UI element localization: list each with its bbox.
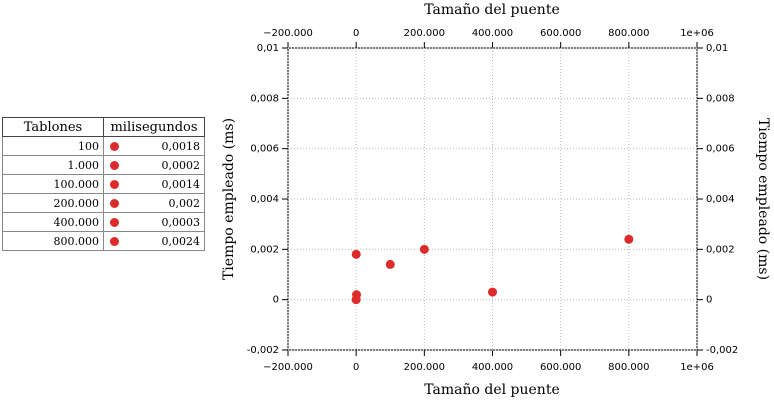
y-tick-label: 0,002 — [250, 244, 279, 255]
y-tick-label: 0 — [273, 295, 279, 306]
y2-axis-title: Tiempo empleado (ms) — [755, 118, 771, 280]
y2-tick-label: 0,01 — [706, 43, 728, 54]
table-cell: 0,0014 — [103, 174, 205, 194]
y2-tick-label: 0,006 — [706, 144, 735, 155]
x-tick-label: 800.000 — [608, 362, 649, 373]
table-row: 400.000 0,0003 — [2, 212, 205, 232]
y-tick-label: 0,006 — [250, 144, 279, 155]
x2-tick-label: 800.000 — [608, 28, 649, 39]
cell-text: 100 — [78, 139, 99, 153]
x2-tick-label: 400.000 — [472, 28, 513, 39]
y-tick-label: 0,008 — [250, 93, 279, 104]
cell-text: 0,0024 — [161, 234, 201, 248]
data-table: Tablones milisegundos 100 0,0018 1.000 0,00… — [2, 117, 205, 251]
cell-text: 200.000 — [53, 196, 100, 210]
table-cell: 800.000 — [2, 231, 104, 251]
point — [419, 244, 429, 254]
point — [351, 295, 361, 305]
y2-tick-label: 0 — [706, 295, 712, 306]
cell-text: 800.000 — [53, 234, 100, 248]
x-tick-label: 600.000 — [540, 362, 581, 373]
cell-text: 400.000 — [53, 215, 100, 229]
table-row: 800.000 0,0024 — [2, 231, 205, 251]
x-tick-label: −200.000 — [263, 362, 313, 373]
marker — [110, 199, 119, 208]
x-axis-title: Tamaño del puente — [424, 382, 559, 398]
x2-tick-label: 0 — [353, 28, 359, 39]
y-tick-label: 0,004 — [250, 194, 279, 205]
marker — [110, 237, 119, 246]
cell-text: 0,0003 — [161, 215, 201, 229]
cell-text: 0,0002 — [161, 158, 201, 172]
y2-tick-label: 0,004 — [706, 194, 735, 205]
marker — [110, 180, 119, 189]
point — [624, 234, 634, 244]
y2-tick-label: 0,002 — [706, 244, 735, 255]
y2-tick-label: -0,002 — [706, 345, 738, 356]
table-row: 100.000 0,0014 — [2, 174, 205, 194]
point — [385, 259, 395, 269]
x-tick-label: 200.000 — [404, 362, 445, 373]
cell-text: 0,0018 — [161, 139, 201, 153]
x2-tick-label: 200.000 — [404, 28, 445, 39]
cell-text: 0,0014 — [161, 177, 201, 191]
point — [488, 287, 497, 297]
x2-tick-label: 600.000 — [540, 28, 581, 39]
x2-tick-label: −200.000 — [263, 28, 313, 39]
cell-text: 100.000 — [53, 177, 100, 191]
marker — [110, 161, 119, 170]
table-cell: 0,002 — [103, 193, 205, 213]
table-row: 200.000 0,002 — [2, 193, 205, 213]
marker — [110, 218, 119, 227]
table-cell: 400.000 — [2, 212, 104, 232]
table-body: 100 0,0018 1.000 0,0002 100.000 0,0014 200.000… — [2, 136, 205, 251]
y-axis-title: Tiempo empleado (ms) — [221, 118, 237, 280]
x-tick-label: 400.000 — [472, 362, 513, 373]
table-cell: 1.000 — [2, 155, 104, 175]
x-tick-label: 0 — [353, 362, 359, 373]
x2-tick-label: 1e+06 — [680, 28, 714, 39]
y-tick-label: -0,002 — [247, 345, 279, 356]
y2-tick-label: 0,008 — [706, 93, 735, 104]
cell-text: 0,002 — [168, 196, 201, 210]
cell-text: 1.000 — [67, 158, 100, 172]
x-tick-label: 1e+06 — [680, 362, 714, 373]
marker — [110, 142, 119, 151]
y-tick-label: 0,01 — [257, 43, 279, 54]
x2-axis-title: Tamaño del puente — [424, 2, 559, 18]
table-cell: 0,0024 — [103, 231, 205, 251]
point — [351, 249, 361, 259]
